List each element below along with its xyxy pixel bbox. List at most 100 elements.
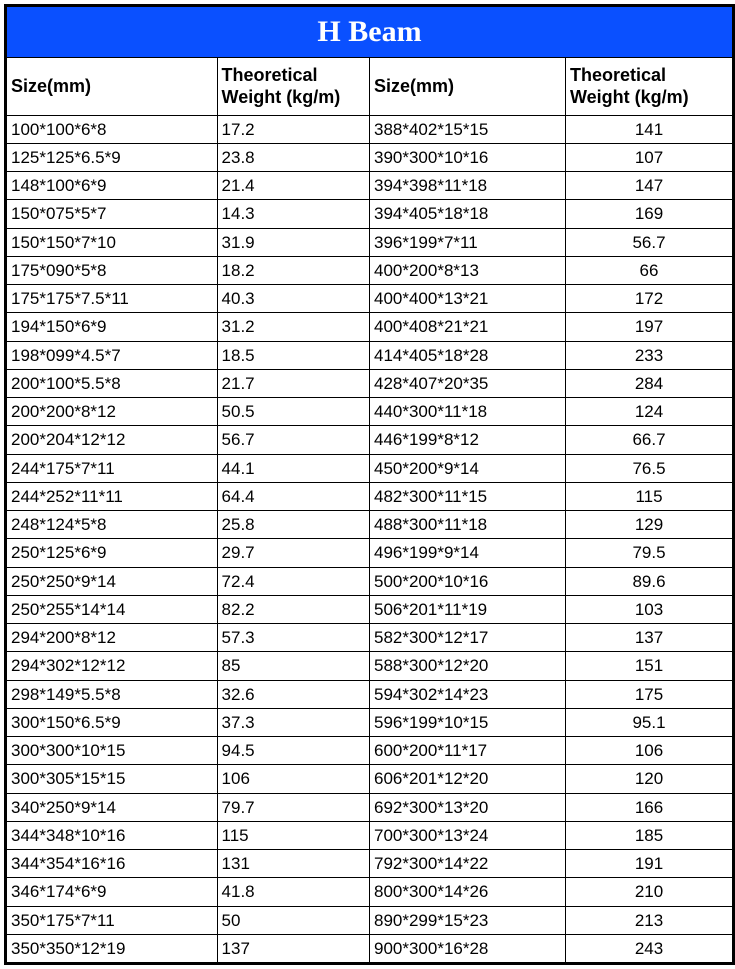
cell-weight-2: 243 (566, 934, 733, 962)
cell-weight-2: 89.6 (566, 567, 733, 595)
table-row: 150*075*5*714.3394*405*18*18169 (7, 200, 733, 228)
cell-size-2: 692*300*13*20 (369, 793, 565, 821)
table-row: 200*100*5.5*821.7428*407*20*35284 (7, 369, 733, 397)
table-row: 350*175*7*1150890*299*15*23213 (7, 906, 733, 934)
table-row: 175*175*7.5*1140.3400*400*13*21172 (7, 285, 733, 313)
cell-weight-1: 14.3 (217, 200, 369, 228)
cell-size-2: 396*199*7*11 (369, 228, 565, 256)
table-row: 350*350*12*19137900*300*16*28243 (7, 934, 733, 962)
cell-size-2: 900*300*16*28 (369, 934, 565, 962)
cell-size-2: 500*200*10*16 (369, 567, 565, 595)
cell-size-1: 148*100*6*9 (7, 172, 218, 200)
cell-size-2: 594*302*14*23 (369, 680, 565, 708)
table-row: 244*252*11*1164.4482*300*11*15115 (7, 482, 733, 510)
table-row: 250*125*6*929.7496*199*9*1479.5 (7, 539, 733, 567)
cell-size-2: 506*201*11*19 (369, 595, 565, 623)
cell-weight-2: 66 (566, 256, 733, 284)
cell-weight-1: 18.2 (217, 256, 369, 284)
cell-size-1: 244*175*7*11 (7, 454, 218, 482)
cell-size-2: 428*407*20*35 (369, 369, 565, 397)
table-row: 125*125*6.5*923.8390*300*10*16107 (7, 143, 733, 171)
table-row: 298*149*5.5*832.6594*302*14*23175 (7, 680, 733, 708)
cell-weight-2: 284 (566, 369, 733, 397)
cell-weight-2: 197 (566, 313, 733, 341)
cell-size-1: 344*354*16*16 (7, 850, 218, 878)
cell-weight-2: 233 (566, 341, 733, 369)
cell-size-2: 394*405*18*18 (369, 200, 565, 228)
col-header-size-2: Size(mm) (369, 57, 565, 115)
cell-size-1: 298*149*5.5*8 (7, 680, 218, 708)
cell-size-2: 482*300*11*15 (369, 482, 565, 510)
cell-size-2: 450*200*9*14 (369, 454, 565, 482)
cell-weight-1: 40.3 (217, 285, 369, 313)
table-row: 194*150*6*931.2400*408*21*21197 (7, 313, 733, 341)
cell-size-1: 175*090*5*8 (7, 256, 218, 284)
table-row: 200*204*12*1256.7446*199*8*1266.7 (7, 426, 733, 454)
cell-weight-2: 175 (566, 680, 733, 708)
cell-weight-2: 191 (566, 850, 733, 878)
table-row: 150*150*7*1031.9396*199*7*1156.7 (7, 228, 733, 256)
cell-weight-2: 76.5 (566, 454, 733, 482)
cell-weight-1: 25.8 (217, 511, 369, 539)
cell-size-1: 346*174*6*9 (7, 878, 218, 906)
cell-weight-2: 124 (566, 398, 733, 426)
cell-weight-2: 103 (566, 595, 733, 623)
cell-weight-2: 115 (566, 482, 733, 510)
table-row: 340*250*9*1479.7692*300*13*20166 (7, 793, 733, 821)
cell-weight-2: 66.7 (566, 426, 733, 454)
cell-size-2: 390*300*10*16 (369, 143, 565, 171)
cell-size-1: 198*099*4.5*7 (7, 341, 218, 369)
cell-weight-1: 31.2 (217, 313, 369, 341)
cell-weight-2: 107 (566, 143, 733, 171)
cell-size-2: 792*300*14*22 (369, 850, 565, 878)
cell-weight-2: 185 (566, 821, 733, 849)
cell-weight-1: 21.7 (217, 369, 369, 397)
cell-size-2: 890*299*15*23 (369, 906, 565, 934)
cell-size-2: 388*402*15*15 (369, 115, 565, 143)
cell-size-2: 596*199*10*15 (369, 708, 565, 736)
cell-weight-2: 106 (566, 737, 733, 765)
cell-weight-1: 32.6 (217, 680, 369, 708)
cell-weight-2: 213 (566, 906, 733, 934)
cell-size-2: 496*199*9*14 (369, 539, 565, 567)
cell-weight-1: 106 (217, 765, 369, 793)
cell-weight-1: 50.5 (217, 398, 369, 426)
cell-size-2: 400*200*8*13 (369, 256, 565, 284)
cell-size-1: 300*300*10*15 (7, 737, 218, 765)
cell-size-2: 582*300*12*17 (369, 624, 565, 652)
header-row: Size(mm) Theoretical Weight (kg/m) Size(… (7, 57, 733, 115)
table-row: 344*354*16*16131792*300*14*22191 (7, 850, 733, 878)
cell-size-1: 125*125*6.5*9 (7, 143, 218, 171)
cell-size-2: 588*300*12*20 (369, 652, 565, 680)
cell-size-1: 250*250*9*14 (7, 567, 218, 595)
cell-weight-1: 29.7 (217, 539, 369, 567)
cell-weight-1: 79.7 (217, 793, 369, 821)
cell-size-2: 606*201*12*20 (369, 765, 565, 793)
table-row: 294*200*8*1257.3582*300*12*17137 (7, 624, 733, 652)
cell-weight-1: 31.9 (217, 228, 369, 256)
cell-weight-1: 21.4 (217, 172, 369, 200)
col-header-weight-1: Theoretical Weight (kg/m) (217, 57, 369, 115)
cell-size-1: 194*150*6*9 (7, 313, 218, 341)
cell-weight-1: 82.2 (217, 595, 369, 623)
cell-weight-2: 95.1 (566, 708, 733, 736)
cell-size-1: 294*302*12*12 (7, 652, 218, 680)
cell-size-1: 175*175*7.5*11 (7, 285, 218, 313)
cell-weight-1: 85 (217, 652, 369, 680)
cell-weight-1: 57.3 (217, 624, 369, 652)
cell-size-1: 244*252*11*11 (7, 482, 218, 510)
table-row: 294*302*12*1285588*300*12*20151 (7, 652, 733, 680)
cell-size-1: 350*350*12*19 (7, 934, 218, 962)
cell-size-2: 394*398*11*18 (369, 172, 565, 200)
cell-weight-2: 137 (566, 624, 733, 652)
table-body: 100*100*6*817.2388*402*15*15141125*125*6… (7, 115, 733, 963)
cell-size-1: 200*204*12*12 (7, 426, 218, 454)
table-row: 250*250*9*1472.4500*200*10*1689.6 (7, 567, 733, 595)
col-header-weight-2: Theoretical Weight (kg/m) (566, 57, 733, 115)
cell-weight-2: 172 (566, 285, 733, 313)
cell-size-1: 294*200*8*12 (7, 624, 218, 652)
table-row: 300*305*15*15106606*201*12*20120 (7, 765, 733, 793)
table-row: 344*348*10*16115700*300*13*24185 (7, 821, 733, 849)
cell-size-2: 414*405*18*28 (369, 341, 565, 369)
cell-weight-1: 37.3 (217, 708, 369, 736)
